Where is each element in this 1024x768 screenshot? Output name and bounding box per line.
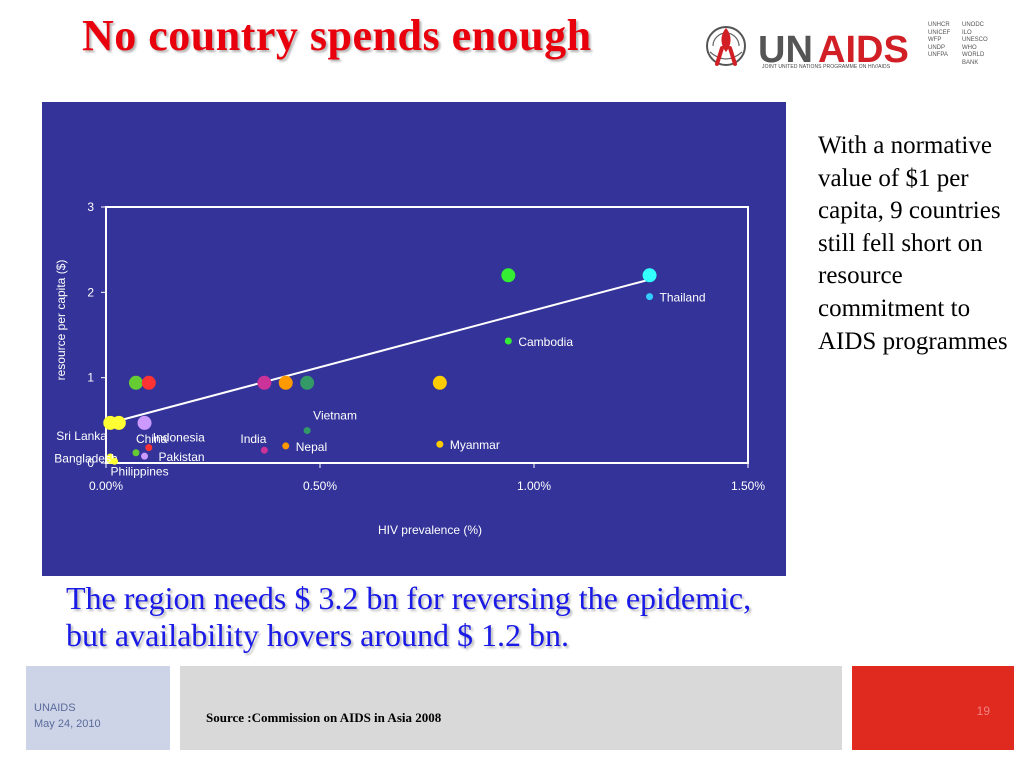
agency: UNDP xyxy=(928,44,946,51)
logo-agencies: UNHCR UNODC UNICEF ILO WFP UNESCO UNDP W… xyxy=(928,22,1002,67)
data-point-label: Pakistan xyxy=(159,450,205,464)
data-point-label: Thailand xyxy=(660,291,706,305)
y-tick-label: 2 xyxy=(87,285,94,299)
footer-org: UNAIDS xyxy=(34,702,76,714)
agency: WHO xyxy=(962,44,977,51)
y-axis-title: resource per capita ($) xyxy=(54,260,68,381)
large-data-point xyxy=(137,415,152,430)
trend-line xyxy=(110,278,650,424)
y-tick-label: 3 xyxy=(87,200,94,214)
data-point-label: China xyxy=(136,432,168,446)
unaids-logo: UN AIDS JOINT UNITED NATIONS PROGRAMME O… xyxy=(702,18,1022,80)
x-tick-label: 0.50% xyxy=(303,479,337,493)
x-tick-label: 1.00% xyxy=(517,479,551,493)
data-point xyxy=(282,442,290,450)
data-point xyxy=(145,444,153,452)
data-point xyxy=(646,293,654,301)
large-data-point xyxy=(141,375,156,390)
y-tick-label: 1 xyxy=(87,371,94,385)
large-data-point xyxy=(257,375,272,390)
large-data-point xyxy=(642,268,657,283)
x-axis-title: HIV prevalence (%) xyxy=(378,523,482,537)
data-point-label: Sri Lanka xyxy=(56,429,107,443)
side-note: With a normative value of $1 per capita,… xyxy=(818,132,1008,355)
agency: WFP xyxy=(928,37,942,43)
agency: UNESCO xyxy=(962,37,988,43)
data-point xyxy=(111,457,119,465)
large-data-point xyxy=(111,415,126,430)
agency: WORLD BANK xyxy=(962,52,985,66)
data-point-label: Bangladesh xyxy=(54,451,117,465)
large-data-point xyxy=(300,375,315,390)
x-tick-label: 1.50% xyxy=(731,479,765,493)
logo-wordmark-un: UN xyxy=(758,29,813,71)
agency: UNFPA xyxy=(928,52,948,58)
plot-area-frame xyxy=(105,206,749,464)
data-point-label: Cambodia xyxy=(518,335,573,349)
chart-canvas: 0.00% 0.50% 1.00% 1.50% 0 1 2 3 HIV prevalence (… xyxy=(54,200,765,537)
data-point xyxy=(504,337,512,345)
logo-tagline: JOINT UNITED NATIONS PROGRAMME ON HIV/AI… xyxy=(762,64,891,70)
agency: ILO xyxy=(962,29,972,36)
agency: UNHCR xyxy=(928,22,950,28)
x-tick-label: 0.00% xyxy=(89,479,123,493)
data-point-label: Vietnam xyxy=(313,409,357,423)
data-point xyxy=(141,452,149,460)
data-point-label: India xyxy=(240,432,266,446)
slide-title: No country spends enough xyxy=(82,11,592,60)
key-message-line-1: The region needs $ 3.2 bn for reversing … xyxy=(66,580,752,616)
footer-right-panel: 19 xyxy=(852,666,1014,750)
data-point xyxy=(260,446,268,454)
data-point-label: Philippines xyxy=(111,464,169,478)
scatter-chart: 0.00% 0.50% 1.00% 1.50% 0 1 2 3 HIV prevalence (… xyxy=(42,102,786,576)
footer-middle-panel: Source :Commission on AIDS in Asia 2008 xyxy=(180,666,842,750)
data-point xyxy=(303,427,311,435)
logo-wordmark-aids: AIDS xyxy=(818,29,909,71)
data-point-label: Myanmar xyxy=(450,438,500,452)
data-point-label: Indonesia xyxy=(153,431,205,445)
agency: UNICEF xyxy=(928,29,951,36)
unaids-emblem: UN AIDS xyxy=(706,26,909,71)
source-note: Source :Commission on AIDS in Asia 2008 xyxy=(206,710,442,725)
footer-left-panel: UNAIDS May 24, 2010 xyxy=(26,666,170,750)
large-data-point xyxy=(432,375,447,390)
key-message: The region needs $ 3.2 bn for reversing … xyxy=(66,580,966,654)
large-data-point xyxy=(278,375,293,390)
data-point-label: Nepal xyxy=(296,440,327,454)
agency: UNODC xyxy=(962,22,984,28)
key-message-line-2: but availability hovers around $ 1.2 bn. xyxy=(66,617,570,653)
data-point xyxy=(436,440,444,448)
data-point xyxy=(132,449,140,457)
y-tick-label: 0 xyxy=(87,456,94,470)
footer-date: May 24, 2010 xyxy=(34,718,101,730)
large-data-point xyxy=(501,268,516,283)
large-data-point xyxy=(128,375,143,390)
page-number: 19 xyxy=(976,704,990,718)
